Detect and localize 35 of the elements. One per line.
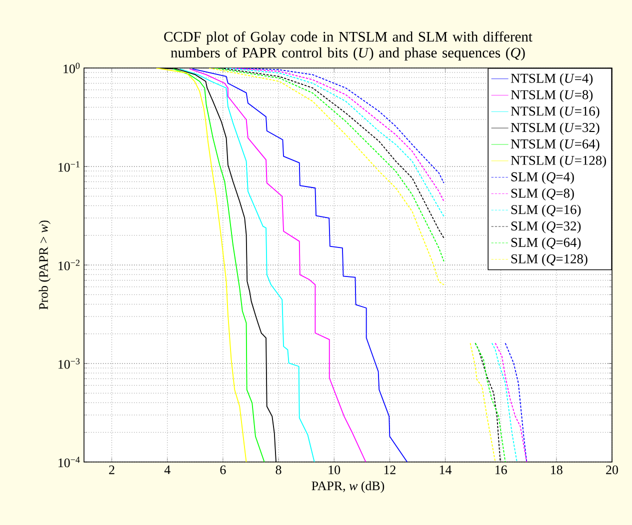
- x-tick-label: 6: [220, 466, 226, 474]
- legend-label: NTSLM (U=128): [510, 155, 606, 168]
- legend-label: SLM (Q=16): [511, 204, 581, 217]
- x-tick-label: 14: [440, 466, 452, 474]
- legend-label: NTSLM (U=8): [510, 90, 593, 102]
- line-series: [192, 68, 408, 462]
- line-series: [156, 68, 247, 462]
- x-tick-label: 18: [551, 466, 562, 474]
- y-tick-label: 10$^{−4}$: [58, 456, 80, 468]
- line-series: [172, 68, 265, 462]
- x-tick-label: 20: [606, 466, 618, 474]
- x-tick-label: 2: [109, 466, 114, 474]
- y-axis-title: Prob (PAPR > w): [38, 220, 51, 310]
- line-series: [189, 68, 366, 462]
- y-tick-label: 10$^{0}$: [64, 62, 80, 74]
- legend-label: SLM (Q=128): [511, 254, 588, 266]
- line-series: [179, 68, 315, 462]
- y-tick-label: 10$^{−2}$: [58, 260, 80, 270]
- x-tick-label: 12: [384, 466, 396, 474]
- legend-label: SLM (Q=32): [511, 221, 581, 234]
- y-tick-label: 10$^{−1}$: [58, 161, 80, 172]
- legend-label: SLM (Q=64): [511, 238, 581, 250]
- x-tick-label: 4: [164, 466, 170, 474]
- x-tick-label: 8: [276, 466, 282, 474]
- legend-label: NTSLM (U=16): [510, 106, 600, 118]
- x-tick-label: 16: [496, 466, 507, 474]
- legend-label: NTSLM (U=64): [510, 139, 600, 152]
- legend-label: SLM (Q=4): [511, 172, 574, 184]
- chart-title: CCDF plot of Golay code in NTSLM and SLM with different numbers of PAPR control bits (U) and phase sequences (Q): [164, 31, 532, 61]
- legend-label: NTSLM (U=4): [510, 73, 593, 86]
- y-tick-label: 10$^{−3}$: [58, 358, 80, 369]
- x-axis-title: PAPR, w (dB): [312, 481, 384, 493]
- x-tick-label: 10: [328, 466, 340, 474]
- legend-label: NTSLM (U=32): [510, 122, 600, 135]
- legend-label: SLM (Q=8): [511, 188, 574, 200]
